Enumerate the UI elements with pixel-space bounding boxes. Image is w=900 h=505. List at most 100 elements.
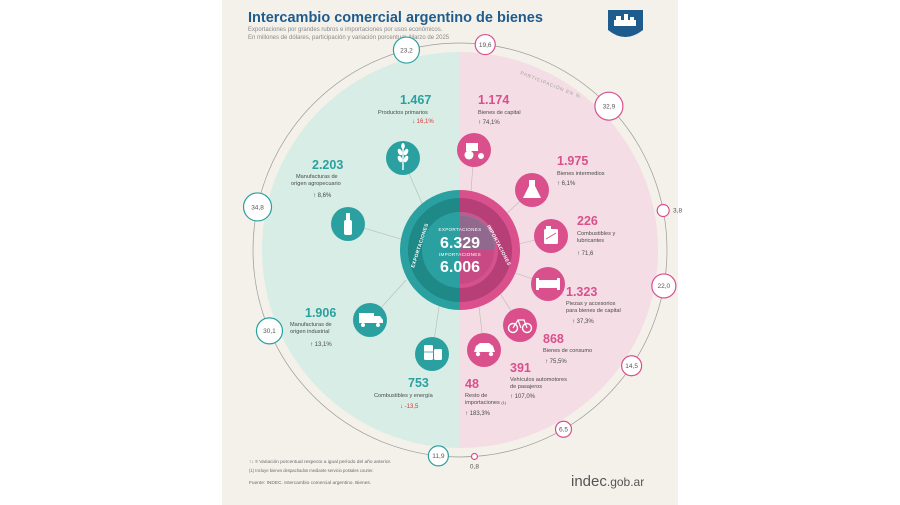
down-arrow-icon: ↓ — [400, 404, 405, 410]
share-value-exports-3: 30,1 — [263, 328, 276, 335]
up-arrow-icon: ↑ — [465, 411, 470, 417]
down-arrow-icon: ↓ — [412, 119, 417, 125]
share-value-exports-4: 11,9 — [432, 453, 445, 460]
import-change-2: ↑ 6,1% — [557, 181, 576, 187]
share-value-exports-2: 34,8 — [251, 204, 264, 211]
export-value-4: 753 — [408, 376, 429, 390]
footnote-text: (1) Incluye bienes despachados mediante … — [249, 468, 374, 473]
wheat-icon — [386, 141, 420, 175]
share-bubble-imports-4 — [651, 273, 677, 299]
export-label-3a: Manufacturas de — [290, 322, 332, 328]
subtitle-line-1: Exportaciones por grandes rubros e impor… — [248, 27, 443, 33]
import-label-3b: lubricantes — [577, 238, 604, 244]
export-change-4: ↓ -13,5 — [400, 404, 419, 410]
outer-share-ring — [252, 42, 668, 458]
export-label-1: Productos primarios — [378, 110, 428, 116]
share-bubble-imports-2 — [594, 91, 624, 121]
share-bubbles: 23,2 34,8 30,1 11,9 19,6 32,9 3,8 22,0 14,5 6,5 0,… — [242, 33, 682, 470]
indec-badge-icon — [608, 10, 643, 37]
share-value-exports-1: 23,2 — [400, 47, 413, 54]
share-bubble-exports-3 — [255, 317, 284, 345]
center-imports-value: 6.006 — [440, 259, 480, 276]
indec-brand: indec.gob.ar — [571, 473, 644, 490]
export-value-2: 2.203 — [312, 158, 343, 172]
bicycle-icon — [503, 308, 537, 342]
import-change-6: ↑ 107,0% — [510, 394, 536, 400]
pipe-icon — [531, 267, 565, 301]
share-value-imports-2: 32,9 — [603, 104, 616, 111]
share-bubble-imports-1 — [474, 33, 496, 56]
import-label-7a: Resto de — [465, 393, 487, 399]
up-down-arrows-icon: ↑↓ ≡ — [249, 460, 259, 465]
share-bubble-imports-6 — [554, 420, 573, 438]
center-donut — [400, 190, 520, 310]
import-label-6a: Vehículos automotores — [510, 377, 567, 383]
import-label-6b: de pasajeros — [510, 384, 542, 390]
source-text: Fuente: INDEC. Intercambio comercial arg… — [249, 480, 371, 486]
import-value-2: 1.975 — [557, 154, 588, 168]
share-value-imports-3: 3,8 — [673, 208, 682, 215]
import-value-3: 226 — [577, 214, 598, 228]
barrels-icon — [415, 337, 449, 371]
export-label-2b: origen agropecuario — [291, 181, 341, 187]
import-change-5: ↑ 75,5% — [545, 359, 567, 365]
share-value-imports-6: 6,5 — [559, 427, 568, 434]
legend-text: ↑↓ ≡ Variación porcentual respecto a igu… — [249, 459, 391, 465]
subtitle-line-2: En millones de dólares, participación y … — [248, 35, 450, 41]
import-label-5: Bienes de consumo — [543, 348, 592, 354]
export-value-1: 1.467 — [400, 93, 431, 107]
share-bubble-imports-5 — [621, 355, 643, 377]
tractor-icon — [457, 133, 491, 167]
import-value-4: 1.323 — [566, 285, 597, 299]
export-change-3: ↑ 13,1% — [310, 342, 332, 348]
share-bubble-imports-7 — [470, 452, 479, 461]
car-icon — [467, 333, 501, 367]
up-arrow-icon: ↑ — [478, 120, 483, 126]
truck-icon — [353, 303, 387, 337]
up-arrow-icon: ↑ — [557, 181, 562, 187]
export-label-4: Combustibles y energía — [374, 393, 434, 399]
share-value-imports-5: 14,5 — [625, 363, 638, 370]
import-value-7: 48 — [465, 377, 479, 391]
center-imports-label: IMPORTACIONES — [439, 252, 481, 257]
export-change-2: ↑ 8,6% — [313, 193, 332, 199]
up-arrow-icon: ↑ — [310, 342, 315, 348]
jerrycan-icon — [534, 219, 568, 253]
export-change-1: ↓ 16,1% — [412, 119, 434, 125]
center-exports-label: EXPORTACIONES — [438, 227, 481, 232]
center-exports-value: 6.329 — [440, 235, 480, 252]
up-arrow-icon: ↑ — [577, 251, 582, 257]
import-label-7b: importaciones (1) — [465, 400, 507, 406]
share-bubble-exports-1 — [392, 36, 421, 64]
import-change-3: ↑ 71,6 — [577, 251, 594, 257]
share-bubble-exports-2 — [242, 192, 273, 222]
import-value-5: 868 — [543, 332, 564, 346]
import-change-7: ↑ 183,3% — [465, 411, 491, 417]
share-value-imports-7: 0,8 — [470, 463, 479, 470]
up-arrow-icon: ↑ — [510, 394, 515, 400]
export-label-3b: origen industrial — [290, 329, 330, 335]
share-bubble-exports-4 — [427, 445, 449, 467]
import-label-2: Bienes intermedios — [557, 171, 605, 177]
import-label-1: Bienes de capital — [478, 110, 521, 116]
up-arrow-icon: ↑ — [572, 319, 577, 325]
import-label-4b: para bienes de capital — [566, 308, 621, 314]
import-change-1: ↑ 74,1% — [478, 120, 500, 126]
import-label-4a: Piezas y accesorios — [566, 301, 616, 307]
page-title: Intercambio comercial argentino de biene… — [248, 10, 543, 26]
bottle-icon — [331, 207, 365, 241]
flask-icon — [515, 173, 549, 207]
import-label-3a: Combustibles y — [577, 231, 615, 237]
export-label-2a: Manufacturas de — [296, 174, 338, 180]
share-value-imports-4: 22,0 — [658, 283, 671, 290]
up-arrow-icon: ↑ — [313, 193, 318, 199]
import-value-6: 391 — [510, 361, 531, 375]
share-value-imports-1: 19,6 — [479, 42, 492, 49]
export-value-3: 1.906 — [305, 306, 336, 320]
import-value-1: 1.174 — [478, 93, 509, 107]
import-change-4: ↑ 37,3% — [572, 319, 594, 325]
up-arrow-icon: ↑ — [545, 359, 550, 365]
share-bubble-imports-3 — [656, 203, 670, 218]
